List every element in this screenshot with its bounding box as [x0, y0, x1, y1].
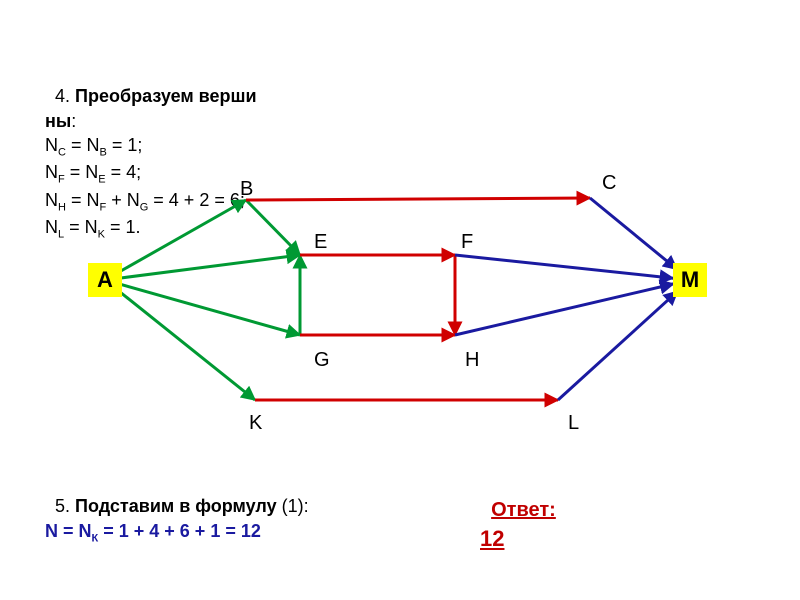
- section-4-text: 4. Преобразуем верши ны: NC = NB = 1; NF…: [45, 60, 257, 243]
- sec4-title-l2: ны: [45, 111, 71, 131]
- sec5-prefix: 5.: [55, 496, 75, 516]
- node-M: М: [673, 263, 707, 297]
- answer-block: Ответ: 12: [480, 470, 556, 554]
- sec4-eq1: NC = NB = 1;: [45, 135, 142, 155]
- sec4-eq3: NH = NF + NG = 4 + 2 = 6;: [45, 190, 245, 210]
- sec4-prefix: 4.: [55, 86, 75, 106]
- sec4-colon: :: [71, 111, 76, 131]
- sec5-title: Подставим в формулу: [75, 496, 277, 516]
- sec5-formula: N = NК = 1 + 4 + 6 + 1 = 12: [45, 521, 261, 541]
- sec4-eq4: NL = NK = 1.: [45, 217, 141, 237]
- node-label-G: G: [314, 349, 330, 372]
- node-label-F: F: [461, 231, 473, 254]
- answer-value: 12: [480, 526, 504, 551]
- sec4-eq2: NF = NE = 4;: [45, 162, 141, 182]
- sec4-title-l1: Преобразуем верши: [75, 86, 257, 106]
- node-A: А: [88, 263, 122, 297]
- node-label-B: B: [240, 178, 253, 201]
- node-label-C: C: [602, 172, 616, 195]
- sec5-paren: (1):: [277, 496, 309, 516]
- section-5-text: 5. Подставим в формулу (1): N = NК = 1 +…: [45, 470, 309, 546]
- node-label-K: K: [249, 412, 262, 435]
- node-label-L: L: [568, 412, 579, 435]
- node-label-E: E: [314, 231, 327, 254]
- answer-label: Ответ:: [491, 499, 556, 521]
- node-label-H: H: [465, 349, 479, 372]
